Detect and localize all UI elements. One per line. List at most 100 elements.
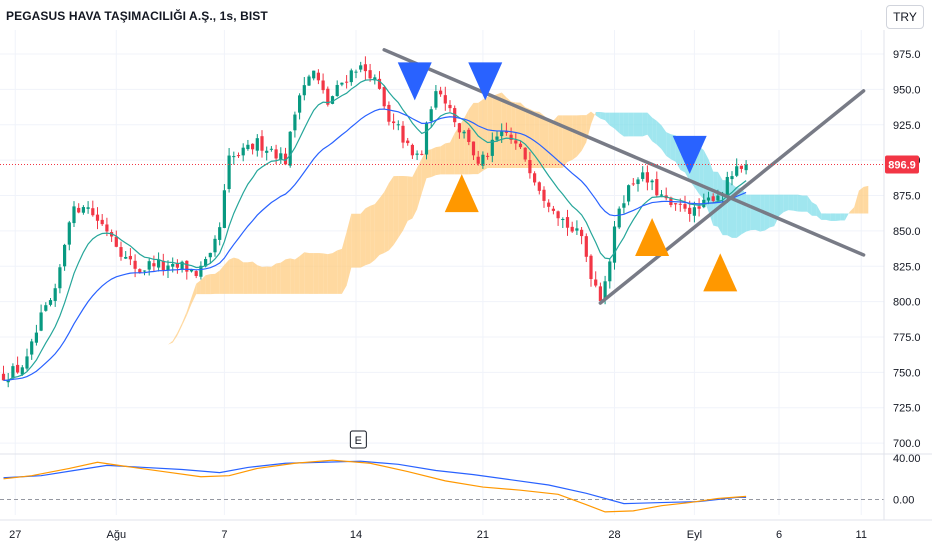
cloud-segment: [779, 194, 784, 217]
cloud-segment: [351, 213, 356, 268]
candle-body: [674, 203, 678, 205]
candle-body: [406, 140, 410, 144]
cloud-segment: [647, 112, 653, 142]
candle-body: [382, 87, 386, 107]
cloud-segment: [581, 115, 587, 151]
candle-body: [688, 207, 692, 214]
time-tick-label: 6: [776, 529, 782, 541]
cloud-segment: [243, 262, 248, 294]
candle-body: [735, 166, 739, 176]
cloud-segment: [699, 146, 704, 200]
cloud-segment: [360, 208, 366, 268]
trendline-descending-resistance[interactable]: [382, 48, 866, 257]
cloud-segment: [750, 194, 756, 231]
candlestick-series[interactable]: [1, 56, 748, 388]
cloud-segment: [576, 115, 582, 157]
candle-body: [363, 64, 367, 72]
cloud-segment: [558, 115, 563, 168]
candle-body: [189, 269, 194, 272]
cloud-segment: [788, 194, 794, 211]
candle-body: [1, 373, 6, 381]
candle-body: [288, 131, 292, 166]
earnings-event-marker[interactable]: [349, 430, 367, 449]
time-tick-label: 27: [9, 529, 21, 541]
cloud-segment: [356, 213, 361, 268]
cloud-segment: [271, 263, 277, 294]
candle-body: [612, 226, 617, 263]
candle-body: [232, 156, 236, 158]
candle-body: [194, 271, 198, 276]
cloud-segment: [313, 253, 319, 294]
cloud-segment: [219, 264, 225, 294]
candle-body: [222, 190, 226, 228]
candle-body: [448, 104, 452, 109]
candle-body: [523, 147, 527, 160]
cloud-segment: [205, 274, 211, 295]
candle-body: [415, 153, 419, 155]
cloud-segment: [816, 204, 822, 220]
cloud-segment: [200, 275, 206, 295]
candle-body: [213, 238, 217, 253]
candle-body: [48, 300, 53, 305]
cloud-segment: [294, 256, 300, 294]
candle-body: [434, 91, 438, 108]
candle-body: [269, 148, 273, 150]
candle-body: [255, 138, 259, 151]
cloud-segment: [365, 205, 371, 266]
candle-body: [462, 131, 466, 134]
cloud-segment: [858, 186, 864, 214]
candle-body: [575, 228, 579, 231]
price-grid: [0, 30, 884, 515]
candle-body: [443, 95, 447, 104]
price-tick-label: 850.0: [893, 226, 921, 238]
time-tick-label: 21: [477, 529, 489, 541]
candle-body: [274, 149, 278, 159]
candle-body: [692, 207, 696, 216]
candle-body: [429, 109, 433, 122]
cloud-segment: [567, 115, 573, 162]
currency-button[interactable]: TRY: [886, 5, 924, 29]
candle-body: [528, 159, 532, 174]
candle-body: [340, 82, 344, 85]
candle-body: [396, 124, 400, 126]
cloud-segment: [285, 258, 291, 294]
candle-body: [335, 84, 339, 97]
cloud-segment: [163, 344, 168, 346]
candle-body: [307, 76, 311, 86]
candle-body: [251, 143, 255, 150]
candle-body: [63, 244, 67, 267]
cloud-segment: [835, 213, 841, 221]
candle-body: [514, 140, 518, 144]
cloud-segment: [562, 115, 568, 168]
cloud-segment: [741, 187, 747, 235]
macd-indicator-pane[interactable]: [0, 453, 932, 513]
cloud-segment: [553, 115, 559, 168]
cloud-segment: [191, 283, 197, 305]
candle-body: [711, 196, 715, 201]
candle-body: [312, 70, 316, 79]
cloud-segment: [454, 125, 460, 175]
cloud-segment: [450, 133, 455, 175]
trendline-ascending-support[interactable]: [598, 89, 866, 305]
candle-body: [551, 208, 555, 211]
candle-body: [105, 224, 109, 232]
candle-body: [598, 286, 602, 302]
candle-body: [495, 136, 499, 140]
signal-markers: [397, 62, 738, 292]
candle-body: [725, 176, 729, 195]
candle-body: [30, 341, 34, 355]
cloud-segment: [811, 202, 817, 216]
candle-body: [53, 288, 57, 301]
cloud-segment: [388, 176, 394, 251]
candle-body: [180, 261, 184, 270]
candle-body: [504, 130, 508, 133]
cloud-segment: [609, 112, 615, 129]
cloud-segment: [830, 213, 836, 221]
trendlines[interactable]: [382, 48, 866, 305]
cloud-segment: [840, 213, 845, 221]
cloud-segment: [445, 142, 450, 175]
cloud-segment: [403, 175, 408, 231]
cloud-segment: [628, 112, 634, 137]
